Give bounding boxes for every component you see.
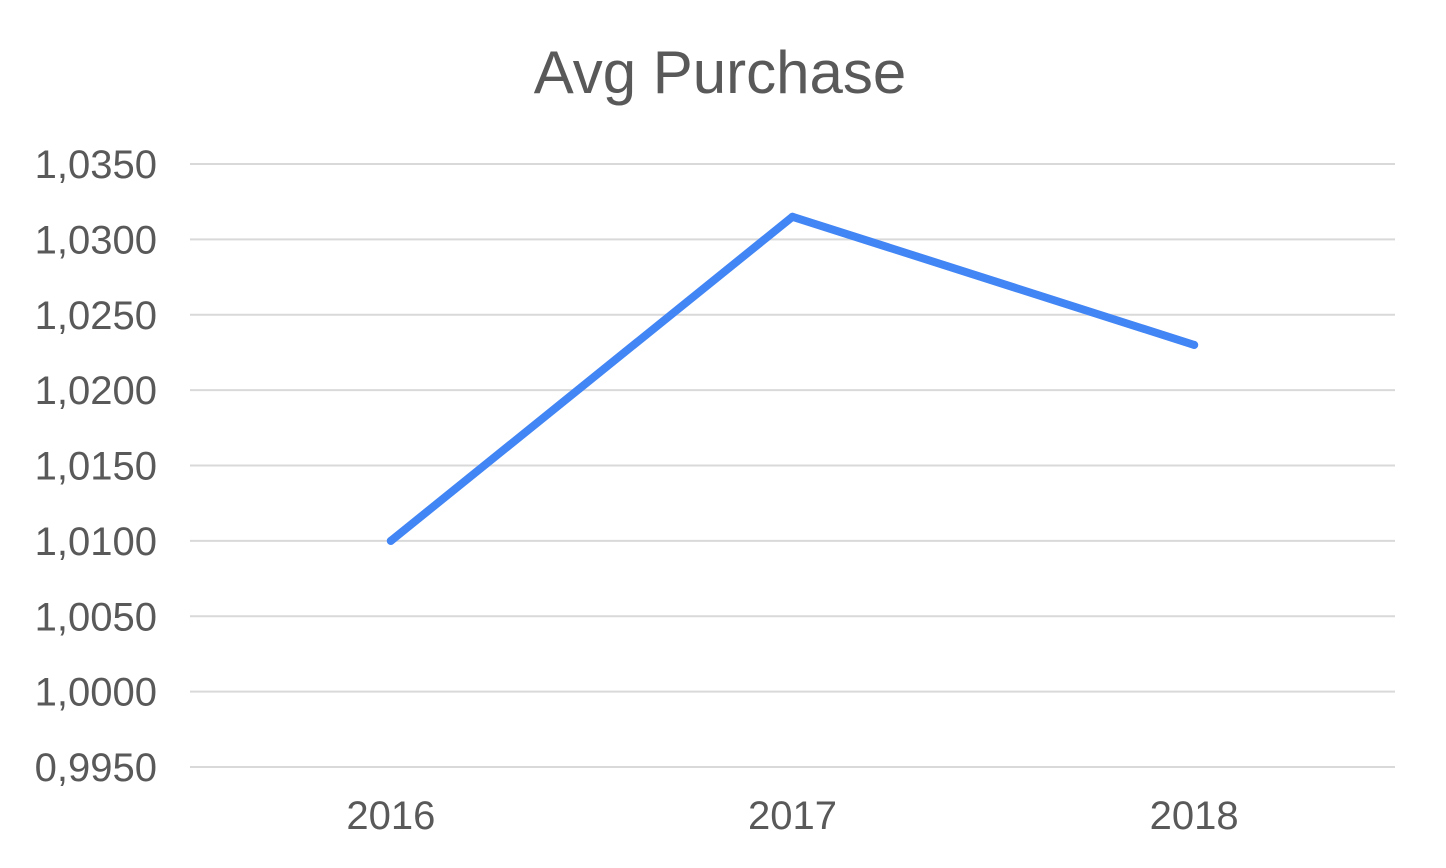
y-tick-label: 1,0000 [35,671,157,715]
data-point [386,536,395,545]
series-lines [386,212,1199,545]
y-tick-label: 1,0150 [35,445,157,489]
y-tick-label: 1,0350 [35,143,157,187]
y-tick-label: 0,9950 [35,746,157,790]
y-tick-label: 1,0200 [35,369,157,413]
x-tick-label: 2016 [346,794,435,838]
y-tick-label: 1,0300 [35,218,157,262]
x-axis-tick-labels: 2016 2017 2018 [346,794,1238,838]
data-point [788,212,797,221]
y-tick-label: 1,0050 [35,595,157,639]
y-axis-tick-labels: 1,0350 1,0300 1,0250 1,0200 1,0150 1,0100 1,00… [35,143,157,790]
x-tick-label: 2017 [748,794,837,838]
chart-title: Avg Purchase [534,39,906,106]
gridlines [190,163,1395,768]
x-tick-label: 2018 [1150,794,1239,838]
y-tick-label: 1,0250 [35,294,157,338]
series-line [386,212,1199,545]
data-point [1190,340,1199,349]
y-tick-label: 1,0100 [35,520,157,564]
